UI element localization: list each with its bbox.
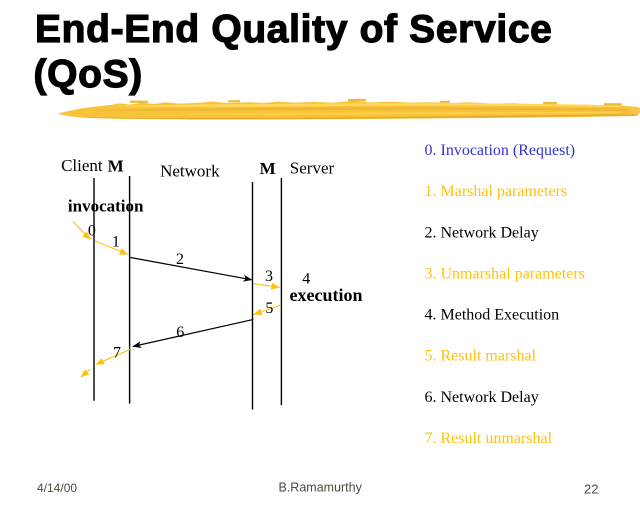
svg-text:5. Result marshal: 5. Result marshal [425, 348, 537, 365]
svg-text:4. Method Execution: 4. Method Execution [425, 307, 560, 324]
svg-text:1: 1 [112, 233, 120, 250]
svg-text:4/14/00: 4/14/00 [37, 481, 77, 495]
svg-text:6. Network Delay: 6. Network Delay [425, 389, 539, 406]
svg-text:7. Result unmarshal: 7. Result unmarshal [425, 430, 553, 447]
svg-text:1. Marshal parameters: 1. Marshal parameters [425, 183, 568, 200]
svg-text:execution: execution [290, 285, 363, 305]
svg-text:M: M [108, 157, 124, 176]
svg-text:M: M [260, 159, 276, 178]
svg-text:22: 22 [584, 482, 598, 497]
svg-text:0: 0 [88, 222, 96, 239]
svg-text:0. Invocation (Request): 0. Invocation (Request) [425, 142, 576, 159]
svg-text:7: 7 [113, 344, 121, 361]
svg-text:3. Unmarshal parameters: 3. Unmarshal parameters [425, 265, 585, 282]
svg-text:Client: Client [61, 156, 103, 175]
svg-text:6: 6 [176, 324, 184, 341]
svg-text:B.Ramamurthy: B.Ramamurthy [279, 481, 363, 495]
svg-text:3: 3 [265, 268, 273, 285]
svg-text:invocation: invocation [68, 197, 144, 216]
svg-text:2. Network Delay: 2. Network Delay [425, 224, 539, 241]
svg-text:2: 2 [176, 251, 184, 268]
svg-text:4: 4 [302, 270, 310, 287]
svg-text:Server: Server [290, 158, 335, 177]
svg-text:5: 5 [265, 300, 273, 317]
svg-text:Network: Network [160, 161, 220, 180]
